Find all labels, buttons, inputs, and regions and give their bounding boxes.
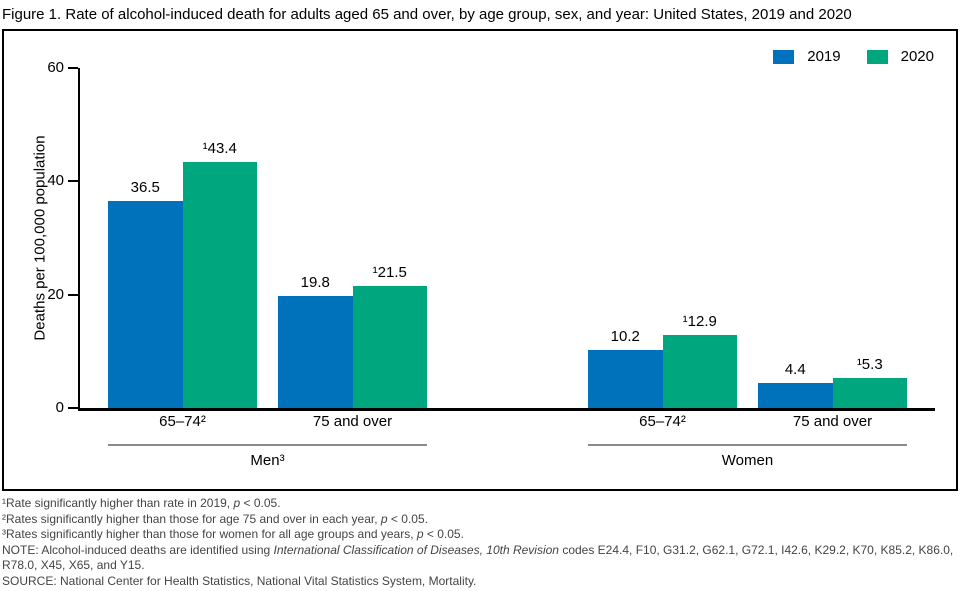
footnote-italic-text: p <box>233 496 241 510</box>
y-axis-tick <box>68 293 78 296</box>
bar-value-label: ¹43.4 <box>202 140 237 158</box>
group-label: Men³ <box>250 452 285 469</box>
footnote-italic-text: International Classification of Diseases… <box>273 542 559 557</box>
legend-swatch-2020 <box>866 49 888 64</box>
legend-label-2020: 2020 <box>900 48 934 65</box>
y-axis-tick <box>68 407 78 409</box>
y-axis-tick-label: 0 <box>55 399 64 416</box>
bar-2019-g1c0 <box>588 350 663 408</box>
y-axis-title: Deaths per 100,000 population <box>31 135 49 341</box>
bar-value-label: ¹21.5 <box>372 264 407 282</box>
bar-2019-g1c1 <box>758 383 833 408</box>
legend-swatch-2019 <box>773 49 795 64</box>
bar-2020-g0c0 <box>182 162 257 408</box>
footnote-line: SOURCE: National Center for Health Stati… <box>2 574 958 590</box>
legend-item-2019: 2019 <box>773 48 841 65</box>
footnote-line: NOTE: Alcohol-induced deaths are identif… <box>2 543 958 574</box>
legend: 2019 2020 <box>773 48 934 65</box>
category-label: 65–74² <box>159 413 206 430</box>
footnote-text: < 0.05. <box>387 511 428 526</box>
bar-value-label: 19.8 <box>300 273 330 291</box>
category-label: 65–74² <box>639 413 686 430</box>
bar-2019-g0c0 <box>108 201 183 408</box>
y-axis-tick <box>68 67 78 69</box>
bar-2020-g1c0 <box>662 334 737 408</box>
footnote-text: < 0.05. <box>240 496 281 510</box>
group-underline <box>108 444 427 446</box>
bar-value-label: 10.2 <box>610 328 640 346</box>
footnote-text: codes E24.4, F10, G31.2, G62.1, G72.1, I… <box>2 542 954 573</box>
footnote-italic-text: p <box>380 511 388 526</box>
y-axis-line <box>78 68 80 410</box>
bar-value-label: ¹5.3 <box>856 355 883 373</box>
bar-2020-g1c1 <box>832 377 907 408</box>
y-axis-tick <box>68 180 78 183</box>
footnote-text: ³Rates significantly higher than those f… <box>2 527 417 542</box>
figure-title: Figure 1. Rate of alcohol-induced death … <box>2 6 852 23</box>
footnote-italic-text: p <box>416 527 424 542</box>
legend-label-2019: 2019 <box>807 48 841 65</box>
bar-2019-g0c1 <box>278 295 353 408</box>
bar-value-label: 4.4 <box>784 361 806 379</box>
group-underline <box>588 444 907 446</box>
footnote-line: ¹Rate significantly higher than rate in … <box>2 496 958 512</box>
footnote-text: NOTE: Alcohol-induced deaths are identif… <box>2 542 274 557</box>
footnote-text: ¹Rate significantly higher than rate in … <box>2 496 234 510</box>
bar-value-label: ¹12.9 <box>682 312 717 330</box>
category-label: 75 and over <box>792 413 873 430</box>
legend-item-2020: 2020 <box>866 48 934 65</box>
footnote-line: ³Rates significantly higher than those f… <box>2 527 958 543</box>
y-axis-tick-label: 40 <box>47 172 64 190</box>
x-axis-line <box>78 408 935 411</box>
group-label: Women <box>721 452 774 469</box>
category-label: 75 and over <box>312 413 393 430</box>
y-axis-tick-label: 60 <box>47 59 64 76</box>
footnote-text: < 0.05. <box>423 527 464 542</box>
chart-box: 2019 2020 Deaths per 100,000 population … <box>2 29 958 491</box>
y-axis-tick-label: 20 <box>47 285 64 303</box>
footnotes: ¹Rate significantly higher than rate in … <box>2 496 958 590</box>
footnote-line: ²Rates significantly higher than those f… <box>2 512 958 528</box>
bar-value-label: 36.5 <box>130 179 160 197</box>
footnote-text: SOURCE: National Center for Health Stati… <box>2 573 477 588</box>
footnote-text: ²Rates significantly higher than those f… <box>2 511 381 526</box>
bar-2020-g0c1 <box>352 286 427 408</box>
